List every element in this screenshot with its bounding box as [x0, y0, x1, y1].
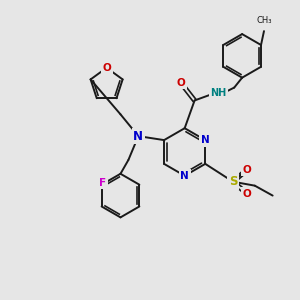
Text: N: N [180, 171, 189, 181]
Text: NH: NH [210, 88, 226, 98]
Text: O: O [242, 189, 251, 199]
Text: O: O [242, 165, 251, 175]
Text: N: N [201, 135, 210, 145]
Text: S: S [229, 175, 237, 188]
Text: O: O [176, 78, 185, 88]
Text: N: N [133, 130, 143, 142]
Text: O: O [102, 63, 111, 73]
Text: F: F [99, 178, 106, 188]
Text: CH₃: CH₃ [256, 16, 272, 25]
